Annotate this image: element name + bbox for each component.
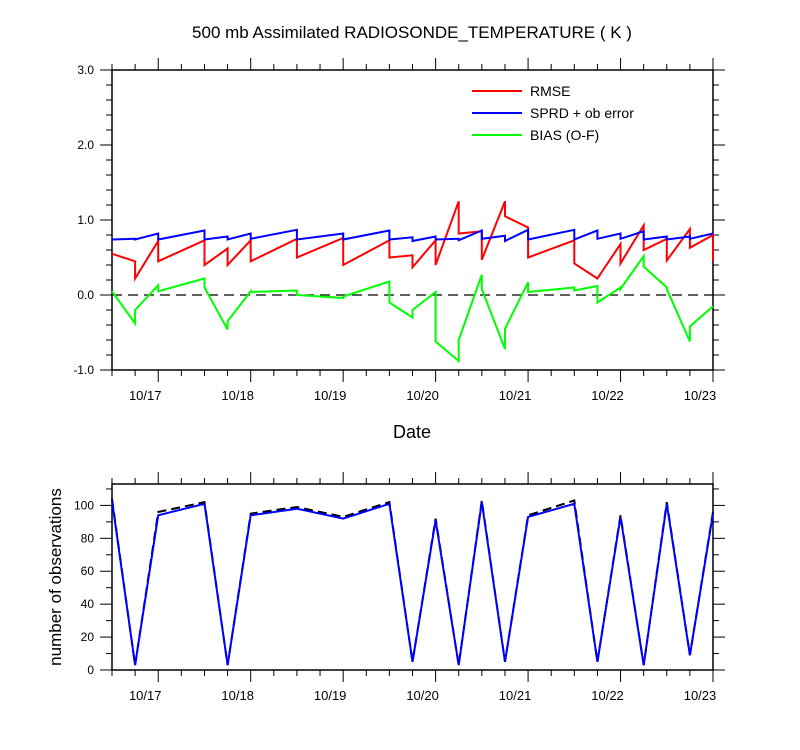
top-plot: 10/17 10/18 10/19 10/20 10/21 10/22 10/23 -1.0 0…: [73, 58, 725, 403]
y-tick-label: 100: [74, 498, 94, 512]
x-tick-label: 10/19: [314, 688, 347, 703]
legend-label: SPRD + ob error: [530, 105, 634, 121]
x-tick-label: 10/21: [499, 688, 532, 703]
x-tick-label: 10/20: [406, 388, 439, 403]
x-tick-label: 10/23: [684, 388, 717, 403]
y-tick-label: 80: [81, 531, 95, 545]
y-tick-label: -1.0: [73, 363, 94, 377]
series-line-observations-dashed: [111, 498, 714, 666]
y-tick-label: 20: [81, 630, 95, 644]
legend-label: BIAS (O-F): [530, 127, 599, 143]
series-line-sprd-ob-error: [111, 228, 714, 243]
y-tick-label: 3.0: [77, 63, 94, 77]
y-tick-label: 2.0: [77, 138, 94, 152]
bottom-plot: 10/17 10/18 10/19 10/20 10/21 10/22 10/23 0 20 40…: [74, 472, 725, 703]
series-line-bias-o-f: [111, 252, 714, 364]
chart-title: 500 mb Assimilated RADIOSONDE_TEMPERATUR…: [192, 23, 632, 42]
y-tick-label: 40: [81, 597, 95, 611]
y-tick-label: 0.0: [77, 288, 94, 302]
series-line-observations: [111, 500, 714, 666]
legend-label: RMSE: [530, 83, 570, 99]
x-tick-label: 10/22: [591, 688, 624, 703]
x-tick-label: 10/17: [129, 388, 162, 403]
x-tick-label: 10/18: [221, 388, 254, 403]
y-axis-label: number of observations: [46, 488, 65, 666]
y-tick-label: 60: [81, 564, 95, 578]
x-tick-label: 10/19: [314, 388, 347, 403]
plot-frame: [111, 483, 714, 671]
x-tick-label: 10/23: [684, 688, 717, 703]
x-tick-label: 10/21: [499, 388, 532, 403]
x-tick-label: 10/17: [129, 688, 162, 703]
y-tick-label: 0: [87, 663, 94, 677]
x-tick-label: 10/20: [406, 688, 439, 703]
x-tick-label: 10/18: [221, 688, 254, 703]
x-tick-label: 10/22: [591, 388, 624, 403]
series-line-rmse: [111, 200, 714, 283]
x-axis-label: Date: [393, 422, 431, 442]
y-tick-label: 1.0: [77, 213, 94, 227]
